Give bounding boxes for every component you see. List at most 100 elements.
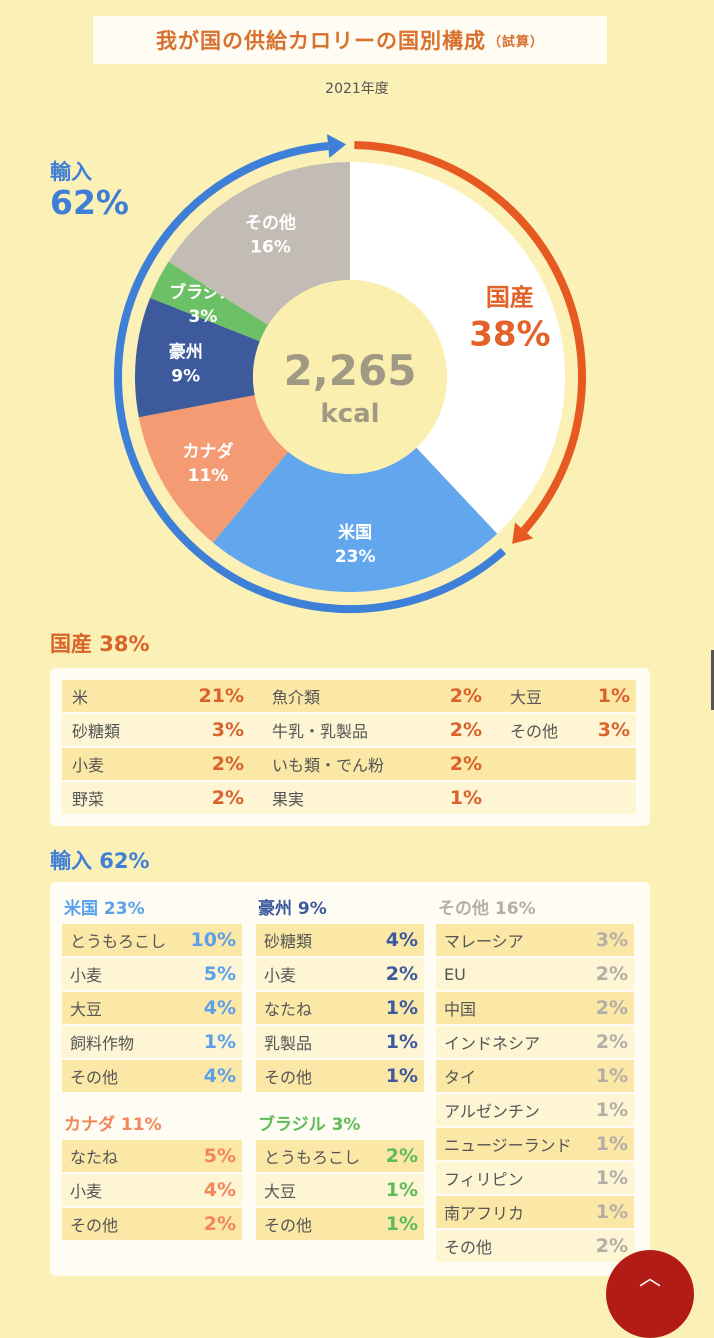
item-name: 中国 <box>444 1000 477 1019</box>
page-title: 我が国の供給カロリーの国別構成 （試算） <box>93 16 607 64</box>
slice-0 <box>350 162 565 534</box>
item-name: その他 <box>510 722 559 741</box>
import-item: タイ 1% <box>436 1060 634 1092</box>
item-value: 1% <box>385 1213 418 1235</box>
item-value: 1% <box>385 1179 418 1201</box>
import-item: フィリピン 1% <box>436 1162 634 1194</box>
slice-label: 米国 <box>338 522 372 543</box>
item-name: 小麦 <box>70 966 103 985</box>
slice-2 <box>138 395 289 543</box>
item-value: 2% <box>595 1031 628 1053</box>
item-value: 4% <box>203 1065 236 1087</box>
item-value: 2% <box>385 1145 418 1167</box>
item-name: 魚介類 <box>272 688 321 707</box>
item-value: 4% <box>203 997 236 1019</box>
slice-3 <box>135 297 260 418</box>
slice-label: カナダ <box>182 441 233 462</box>
import-item: 砂糖類 4% <box>256 924 424 956</box>
slice-1 <box>212 447 498 592</box>
item-name: 小麦 <box>72 756 105 775</box>
domestic-item: 砂糖類 3% <box>62 714 250 746</box>
import-item: 中国 2% <box>436 992 634 1024</box>
imports-callout: 輸入 62% <box>50 160 129 222</box>
slice-value: 9% <box>171 366 200 386</box>
item-name: その他 <box>264 1216 313 1235</box>
item-value: 5% <box>203 1145 236 1167</box>
slice-4 <box>150 261 269 342</box>
item-value: 5% <box>203 963 236 985</box>
item-name: インドネシア <box>444 1034 541 1053</box>
item-name: 大豆 <box>264 1182 297 1201</box>
scrollbar[interactable] <box>711 650 714 710</box>
domestic-item: 果実 1% <box>262 782 488 814</box>
item-value: 1% <box>597 685 630 707</box>
row-background <box>62 748 636 780</box>
item-name: その他 <box>264 1068 313 1087</box>
import-item: 小麦 2% <box>256 958 424 990</box>
imports-arrow <box>114 142 507 613</box>
item-name: 飼料作物 <box>70 1034 135 1053</box>
item-value: 1% <box>595 1167 628 1189</box>
item-value: 2% <box>449 685 482 707</box>
import-item: その他 1% <box>256 1208 424 1240</box>
domestic-arrow <box>354 141 586 534</box>
item-value: 2% <box>203 1213 236 1235</box>
item-name: タイ <box>444 1068 477 1087</box>
item-name: 果実 <box>272 790 305 809</box>
item-name: 小麦 <box>70 1182 103 1201</box>
item-value: 2% <box>595 1235 628 1257</box>
donut-hole <box>253 280 447 474</box>
item-value: 1% <box>385 997 418 1019</box>
domestic-item: 牛乳・乳製品 2% <box>262 714 488 746</box>
import-group-title: ブラジル 3% <box>258 1115 361 1135</box>
slice-label: その他 <box>245 212 296 233</box>
item-value: 1% <box>203 1031 236 1053</box>
row-background <box>62 714 636 746</box>
item-value: 2% <box>385 963 418 985</box>
import-item: とうもろこし 10% <box>62 924 242 956</box>
item-name: とうもろこし <box>264 1148 361 1167</box>
item-name: 米 <box>72 688 89 707</box>
import-item: その他 1% <box>256 1060 424 1092</box>
item-value: 1% <box>595 1201 628 1223</box>
item-value: 2% <box>595 997 628 1019</box>
import-item: とうもろこし 2% <box>256 1140 424 1172</box>
slice-value: 23% <box>335 547 376 567</box>
slice-5 <box>168 162 350 326</box>
item-name: 野菜 <box>72 790 105 809</box>
imports-table: 米国 23% とうもろこし 10% 小麦 5% 大豆 4% 飼料作物 1% その他 4% 豪州 9% 砂… <box>50 882 650 1276</box>
slice-value: 38% <box>469 315 550 355</box>
item-value: 1% <box>595 1099 628 1121</box>
domestic-item: 大豆 1% <box>500 680 636 712</box>
item-value: 10% <box>190 929 236 951</box>
row-background <box>62 680 636 712</box>
item-name: 小麦 <box>264 966 297 985</box>
item-value: 21% <box>198 685 244 707</box>
item-value: 2% <box>211 753 244 775</box>
item-value: 3% <box>597 719 630 741</box>
import-item: その他 2% <box>62 1208 242 1240</box>
imports-callout-name: 輸入 <box>50 160 92 184</box>
import-item: インドネシア 2% <box>436 1026 634 1058</box>
item-value: 2% <box>449 719 482 741</box>
item-name: アルゼンチン <box>444 1102 540 1121</box>
item-value: 1% <box>595 1065 628 1087</box>
title-text: 我が国の供給カロリーの国別構成 <box>155 29 486 53</box>
center-unit: kcal <box>320 399 379 429</box>
item-value: 1% <box>385 1065 418 1087</box>
item-value: 1% <box>595 1133 628 1155</box>
domestic-item: その他 3% <box>500 714 636 746</box>
domestic-arrow-head-icon <box>512 522 534 544</box>
item-value: 3% <box>211 719 244 741</box>
scroll-to-top-button[interactable]: ︿ <box>606 1250 694 1338</box>
item-name: 南アフリカ <box>444 1204 525 1223</box>
imports-callout-pct: 62% <box>50 183 129 223</box>
center-value: 2,265 <box>284 346 417 395</box>
item-value: 4% <box>203 1179 236 1201</box>
item-name: とうもろこし <box>70 932 167 951</box>
item-name: その他 <box>70 1068 119 1087</box>
item-name: 牛乳・乳製品 <box>272 722 369 741</box>
item-name: ニュージーランド <box>444 1136 572 1155</box>
item-value: 2% <box>595 963 628 985</box>
item-value: 1% <box>449 787 482 809</box>
